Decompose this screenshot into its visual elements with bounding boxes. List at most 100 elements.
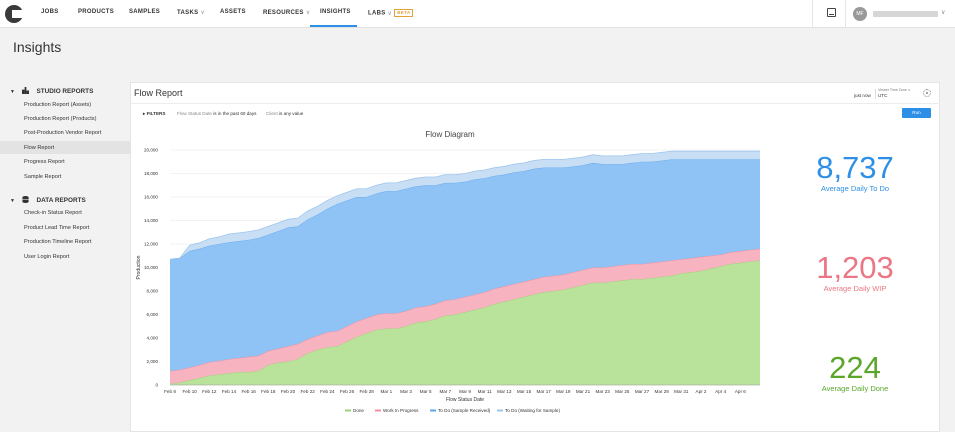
y-tick-label: 12,000 [144, 242, 158, 247]
x-tick-label: Mar 1 [380, 389, 392, 394]
database-icon [22, 196, 29, 203]
avatar[interactable]: MF [853, 7, 867, 21]
x-tick-label: Mar 15 [517, 389, 532, 394]
legend-swatch [497, 409, 503, 412]
nav-samples[interactable]: SAMPLES [129, 9, 161, 15]
sidebar-item-production-report-products[interactable]: Production Report (Products) [24, 116, 97, 122]
sidebar-item-sample-report[interactable]: Sample Report [24, 174, 62, 180]
report-title: Flow Report [134, 88, 183, 98]
legend-swatch [430, 409, 436, 412]
series-area-work-in-progress [170, 248, 760, 384]
x-tick-label: Feb 18 [261, 389, 276, 394]
nav-resources[interactable]: RESOURCES ∨ [263, 10, 311, 16]
x-tick-label: Mar 29 [655, 389, 670, 394]
y-axis-label: Production [136, 255, 142, 279]
x-tick-label: Feb 26 [340, 389, 355, 394]
sidebar-section-title: STUDIO REPORTS [36, 88, 94, 95]
kpi-average-daily-done-label: Average Daily Done [821, 384, 889, 393]
x-tick-label: Mar 5 [420, 389, 432, 394]
y-tick-label: 18,000 [144, 171, 158, 176]
y-tick-label: 14,000 [144, 218, 158, 223]
x-tick-label: Mar 19 [556, 389, 571, 394]
nav-labs[interactable]: LABS ∨ BETA [368, 9, 414, 17]
filter-flow-status-date[interactable]: Flow Status Date is in the past 60 days [177, 111, 257, 116]
x-tick-label: Mar 31 [674, 389, 689, 394]
nav-insights[interactable]: INSIGHTS [320, 9, 351, 15]
series-area-to-do-sample-received [170, 159, 760, 371]
nav-tasks[interactable]: TASKS ∨ [177, 10, 206, 16]
x-tick-label: Mar 27 [635, 389, 650, 394]
nav-products[interactable]: PRODUCTS [78, 9, 115, 15]
x-tick-label: Apr 4 [715, 389, 726, 394]
run-button[interactable]: Run [902, 108, 931, 118]
x-tick-label: Mar 7 [439, 389, 451, 394]
user-name-redacted[interactable] [873, 11, 938, 17]
x-tick-label: Mar 3 [400, 389, 412, 394]
timezone-label: Viewer Time Zone ∨ [878, 88, 911, 92]
x-tick-label: Apr 2 [696, 389, 707, 394]
legend-item: Done [345, 408, 364, 413]
y-tick-label: 4,000 [147, 336, 159, 341]
x-tick-label: Feb 28 [360, 389, 375, 394]
legend-label: Done [353, 408, 364, 413]
inbox-icon[interactable] [827, 8, 836, 17]
y-tick-label: 16,000 [144, 195, 158, 200]
legend-label: To Do (Waiting for Sample) [505, 408, 560, 413]
gear-icon[interactable] [923, 89, 931, 97]
y-tick-label: 20,000 [144, 148, 158, 153]
x-axis-label: Flow Status Date [446, 397, 484, 403]
x-tick-label: Feb 14 [222, 389, 237, 394]
legend-item: To Do (Sample Received) [430, 408, 491, 413]
x-tick-label: Feb 10 [183, 389, 198, 394]
sidebar-item-post-production-vendor-report[interactable]: Post-Production Vendor Report [24, 130, 102, 136]
x-tick-label: Mar 13 [497, 389, 512, 394]
refresh-status: just now [854, 93, 871, 98]
x-tick-label: Feb 16 [242, 389, 257, 394]
beta-badge: BETA [394, 9, 414, 17]
sidebar-section-data-reports[interactable]: ▼ DATA REPORTS [10, 196, 86, 204]
sidebar-item-user-login-report[interactable]: User Login Report [24, 254, 70, 260]
chevron-down-icon: ∨ [305, 10, 311, 16]
filters-toggle[interactable]: ▸ FILTERS [143, 111, 166, 116]
x-tick-label: Mar 9 [459, 389, 471, 394]
sidebar-section-studio-reports[interactable]: ▼ STUDIO REPORTS [10, 87, 93, 95]
sidebar-item-production-report-assets[interactable]: Production Report (Assets) [24, 102, 92, 108]
legend-swatch [375, 409, 381, 412]
x-tick-label: Mar 21 [576, 389, 591, 394]
y-tick-label: 8,000 [147, 289, 159, 294]
x-tick-label: Feb 8 [164, 389, 176, 394]
sidebar-item-product-lead-time-report[interactable]: Product Lead Time Report [24, 225, 90, 231]
nav-jobs[interactable]: JOBS [41, 9, 59, 15]
caret-down-icon: ▼ [10, 89, 15, 95]
nav-assets[interactable]: ASSETS [220, 9, 246, 15]
legend-item: Work In Progress [375, 408, 419, 413]
timezone-select[interactable]: UTC [878, 93, 888, 98]
top-nav: JOBS PRODUCTS SAMPLES TASKS ∨ ASSETS RESO… [0, 0, 955, 28]
chevron-down-icon[interactable]: ∨ [941, 10, 946, 16]
x-tick-label: Feb 20 [281, 389, 296, 394]
y-tick-label: 0 [155, 383, 158, 388]
nav-divider [845, 0, 846, 28]
legend-item: To Do (Waiting for Sample) [497, 408, 560, 413]
building-icon [21, 87, 29, 94]
sidebar-active-highlight [0, 141, 130, 154]
chart-title: Flow Diagram [425, 130, 475, 139]
app-logo-icon[interactable] [5, 5, 23, 23]
caret-down-icon: ▼ [10, 198, 15, 204]
divider [130, 103, 940, 104]
y-tick-label: 6,000 [147, 312, 159, 317]
y-tick-label: 10,000 [144, 265, 158, 270]
sidebar-item-production-timeline-report[interactable]: Production Timeline Report [24, 239, 92, 245]
y-tick-label: 2,000 [147, 359, 159, 364]
kpi-average-daily-wip-value: 1,203 [816, 250, 894, 285]
chevron-down-icon: ∨ [200, 10, 206, 16]
caret-right-icon: ▸ [143, 111, 146, 116]
series-line-to-do-waiting-for-sample [169, 150, 760, 260]
filter-client[interactable]: Client is any value [266, 111, 304, 116]
chevron-down-icon: ∨ [387, 10, 393, 17]
sidebar-item-progress-report[interactable]: Progress Report [24, 159, 65, 165]
kpi-average-daily-done-value: 224 [829, 350, 881, 385]
sidebar-item-check-in-status-report[interactable]: Check-in Status Report [24, 210, 82, 216]
x-tick-label: Mar 25 [615, 389, 630, 394]
sidebar-item-flow-report[interactable]: Flow Report [24, 145, 55, 151]
